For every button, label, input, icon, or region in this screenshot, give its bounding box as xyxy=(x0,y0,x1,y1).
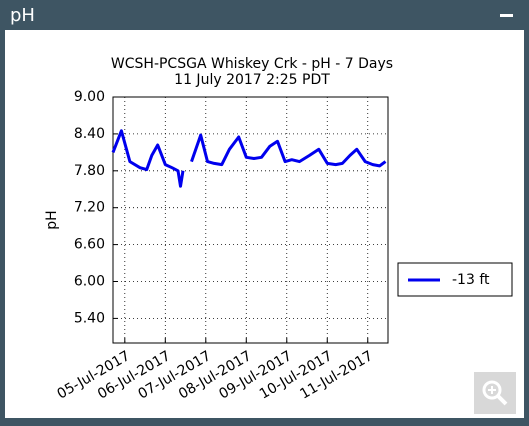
zoom-background[interactable] xyxy=(474,372,516,414)
zoom-icon-handle xyxy=(496,394,508,406)
legend-label: -13 ft xyxy=(452,272,490,288)
y-tick-label: 6.00 xyxy=(74,274,105,290)
y-tick-label: 5.40 xyxy=(74,310,105,326)
y-tick-label: 9.00 xyxy=(74,89,105,105)
chart-title: WCSH-PCSGA Whiskey Crk - pH - 7 Days xyxy=(111,56,393,72)
panel-title: pH xyxy=(10,5,35,26)
plot-frame xyxy=(112,96,389,344)
y-axis-label: pH xyxy=(44,210,60,229)
minimize-button[interactable] xyxy=(500,14,513,17)
zoom-button[interactable] xyxy=(474,372,516,414)
chart-subtitle: 11 July 2017 2:25 PDT xyxy=(174,72,330,88)
y-tick-label: 8.40 xyxy=(74,126,105,142)
zoom-icon xyxy=(482,380,502,400)
data-line xyxy=(111,129,387,188)
y-tick-label: 7.80 xyxy=(74,163,105,179)
y-tick-label: 6.60 xyxy=(74,237,105,253)
y-tick-label: 7.20 xyxy=(74,200,105,216)
panel-body xyxy=(5,30,524,418)
